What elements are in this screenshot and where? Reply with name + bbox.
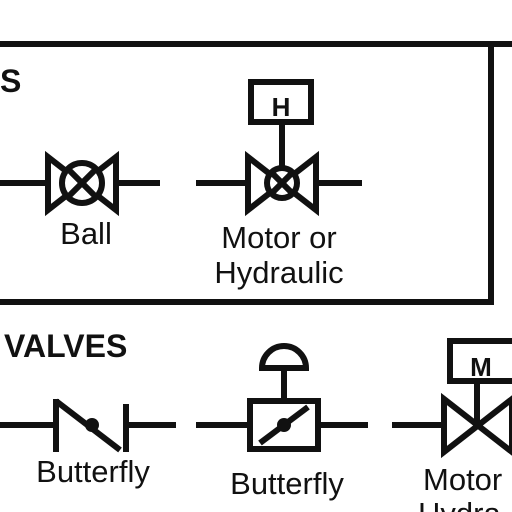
section-header-top: S bbox=[0, 63, 21, 99]
motor-ball-valve-icon bbox=[196, 79, 362, 217]
motor-gate-valve-icon bbox=[392, 338, 512, 459]
diaphragm-butterfly-label: Butterfly bbox=[230, 466, 344, 501]
ball-valve-label: Ball bbox=[60, 216, 112, 251]
motor-actuator-letter: M bbox=[470, 352, 492, 382]
diaphragm-butterfly-valve-icon bbox=[196, 343, 368, 452]
butterfly-valve-icon bbox=[0, 398, 176, 453]
hydraulic-actuator-letter: H bbox=[272, 92, 291, 122]
top-section-frame bbox=[0, 41, 512, 305]
motor-gate-label-line2: Hydra bbox=[418, 496, 501, 512]
motor-gate-label-line1: Motor bbox=[423, 462, 502, 497]
section-header-valves: VALVES bbox=[4, 328, 127, 364]
motor-hydraulic-label-line1: Motor or bbox=[221, 220, 336, 255]
ball-valve-icon bbox=[0, 150, 160, 217]
butterfly-valve-label: Butterfly bbox=[36, 454, 150, 489]
motor-hydraulic-label-line2: Hydraulic bbox=[214, 255, 343, 290]
